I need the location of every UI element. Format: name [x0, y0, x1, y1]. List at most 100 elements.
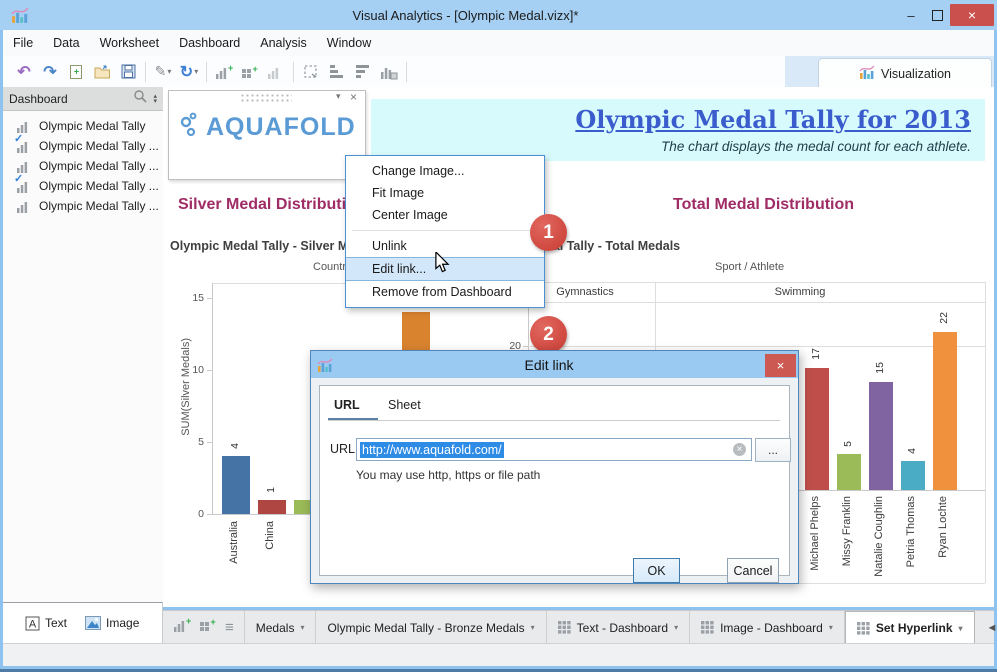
visualization-tab[interactable]: Visualization [818, 58, 992, 88]
url-input[interactable]: http://www.aquafold.com/ × [356, 438, 752, 461]
sidebar-item-label: Olympic Medal Tally ... [39, 159, 159, 173]
new-worksheet-icon[interactable]: + [173, 616, 191, 638]
sidebar-item-4[interactable]: ✓ Olympic Medal Tally ... [3, 173, 163, 196]
svg-text:+: + [186, 617, 191, 626]
browse-button[interactable]: ... [755, 438, 791, 462]
dialog-close-button[interactable]: × [765, 353, 796, 377]
new-dashboard-icon[interactable]: + [199, 617, 217, 638]
total-bar-ryan-lochte[interactable] [933, 332, 957, 490]
title-bar: Visual Analytics - [Olympic Medal.vizx]*… [0, 0, 997, 30]
undo-icon[interactable]: ↶ [17, 63, 31, 81]
add-image-button[interactable]: Image [85, 616, 139, 630]
sheet-tab-medals[interactable]: Medals ▾ [243, 611, 317, 644]
url-hint-text: You may use http, https or file path [356, 468, 541, 482]
worksheet-chart-icon [16, 158, 34, 174]
logo-text: AQUAFOLD [206, 112, 356, 141]
sidebar-item-3[interactable]: Olympic Medal Tally ... [3, 156, 163, 176]
total-bar-category: Ryan Lochte [937, 496, 949, 558]
sheet-tab-text-dashboard[interactable]: Text - Dashboard ▾ [547, 611, 691, 644]
total-bar-missy-franklin[interactable] [837, 454, 861, 490]
dashboard-grid-icon [856, 621, 870, 635]
banner-subtitle: The chart displays the medal count for e… [661, 139, 971, 154]
open-file-icon[interactable] [90, 60, 114, 84]
tab-dropdown-icon[interactable]: ▾ [674, 623, 679, 632]
sheet-tab-olympic-medal-tally-bronze-medals[interactable]: Olympic Medal Tally - Bronze Medals ▾ [316, 611, 547, 644]
sheet-tab-image-dashboard[interactable]: Image - Dashboard ▾ [690, 611, 845, 644]
widget-close-icon[interactable]: × [350, 90, 358, 104]
chart-export-icon [377, 60, 401, 84]
sidebar-item-2[interactable]: ✓ Olympic Medal Tally ... [3, 133, 163, 156]
menu-file[interactable]: File [13, 36, 34, 50]
tab-sheet[interactable]: Sheet [388, 398, 421, 412]
silver-y-axis [212, 283, 213, 514]
drag-handle-icon[interactable] [240, 93, 292, 104]
title-banner[interactable]: Olympic Medal Tally for 2013 The chart d… [371, 99, 985, 161]
silver-yaxis-label: SUM(Silver Medals) [180, 338, 192, 436]
tab-dropdown-icon[interactable]: ▾ [530, 623, 535, 632]
add-text-button[interactable]: A Text [25, 616, 67, 631]
context-item-fit-image[interactable]: Fit Image [372, 186, 425, 200]
redo-icon[interactable]: ↷ [43, 63, 57, 81]
menu-dashboard[interactable]: Dashboard [179, 36, 241, 50]
refresh-icon[interactable]: ↻ ▾ [179, 63, 199, 81]
sidebar-item-1[interactable]: Olympic Medal Tally [3, 116, 163, 136]
ok-button[interactable]: OK [633, 558, 680, 583]
menu-data[interactable]: Data [53, 36, 80, 50]
menu-analysis[interactable]: Analysis [260, 36, 307, 50]
total-xaxis-label: Sport / Athlete [715, 261, 785, 273]
context-separator [352, 230, 538, 231]
sheet-tab-set-hyperlink[interactable]: Set Hyperlink ▾ [844, 611, 975, 644]
duplicate-sheet-icon [264, 60, 288, 84]
silver-ytick-mark [207, 370, 212, 371]
svg-text:+: + [228, 64, 233, 73]
context-item-unlink[interactable]: Unlink [372, 239, 407, 253]
new-file-icon[interactable]: + [64, 60, 88, 84]
tab-url[interactable]: URL [334, 398, 360, 412]
sort-toggle-icon[interactable]: ▴ ▾ [153, 92, 157, 105]
menu-worksheet[interactable]: Worksheet [99, 36, 160, 50]
visualization-label: Visualization [881, 66, 951, 81]
total-bar-natalie-coughlin[interactable] [869, 382, 893, 490]
format-painter-icon[interactable]: ✎ ▾ [154, 63, 172, 79]
widget-toolbox: A Text Image [3, 602, 163, 643]
tab-dropdown-icon[interactable]: ▾ [300, 623, 305, 632]
total-bar-value: 22 [938, 312, 950, 324]
widget-menu-icon[interactable]: ▾ [336, 91, 341, 101]
total-bar-petria-thomas[interactable] [901, 461, 925, 490]
scroll-left-icon[interactable]: ◄ [986, 621, 997, 634]
image-widget[interactable] [168, 90, 366, 180]
silver-bar-category: China [264, 521, 276, 550]
menu-bar: File Data Worksheet Dashboard Analysis Window [3, 30, 994, 57]
total-right-border [985, 282, 986, 583]
save-icon[interactable] [116, 60, 140, 84]
maximize-button[interactable] [924, 5, 950, 25]
new-worksheet-icon[interactable]: + [212, 60, 236, 84]
new-dashboard-icon[interactable]: + [238, 60, 262, 84]
svg-text:+: + [253, 64, 258, 74]
text-icon: A [25, 616, 40, 630]
toolbar-separator [293, 61, 294, 82]
sidebar-item-5[interactable]: Olympic Medal Tally ... [3, 196, 163, 216]
context-item-center-image[interactable]: Center Image [372, 208, 448, 222]
silver-bar-australia[interactable] [222, 456, 250, 514]
search-icon[interactable] [133, 89, 148, 108]
tab-dropdown-icon[interactable]: ▾ [958, 623, 963, 633]
tab-dropdown-icon[interactable]: ▾ [828, 623, 833, 632]
context-item-change-image[interactable]: Change Image... [372, 164, 465, 178]
cancel-button[interactable]: Cancel [727, 558, 779, 583]
close-button[interactable]: × [950, 4, 994, 26]
sheet-tab-bar: + + ≡ Medals ▾ Olympic Medal Tally - Bronze M… [163, 610, 997, 644]
minimize-button[interactable]: – [907, 7, 915, 23]
silver-bar-china[interactable] [258, 500, 286, 514]
url-label: URL: [330, 442, 359, 456]
context-item-remove-from-dashboard[interactable]: Remove from Dashboard [372, 285, 512, 299]
edit-link-dialog: Edit link × URL Sheet URL: http://www.aq… [310, 350, 799, 584]
menu-window[interactable]: Window [326, 36, 372, 50]
total-bar-michael-phelps[interactable] [805, 368, 829, 490]
tab-scroll-arrows: ◄► [975, 622, 997, 634]
tab-bar-tools: + + ≡ [163, 616, 244, 638]
sheet-list-icon[interactable]: ≡ [225, 618, 234, 636]
clear-input-icon[interactable]: × [733, 443, 746, 456]
step-badge-1: 1 [530, 214, 567, 251]
tab-separator-line [328, 420, 780, 421]
